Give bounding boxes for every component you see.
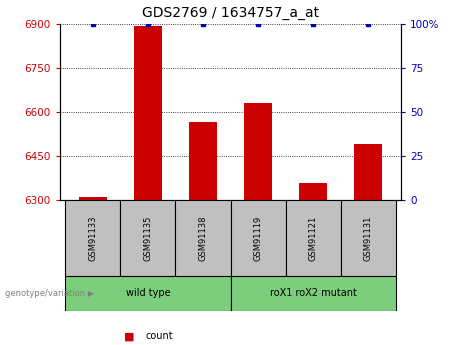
Text: GSM91131: GSM91131 xyxy=(364,215,372,261)
Bar xyxy=(244,103,272,200)
Text: genotype/variation ▶: genotype/variation ▶ xyxy=(5,289,94,298)
Bar xyxy=(134,26,162,200)
Title: GDS2769 / 1634757_a_at: GDS2769 / 1634757_a_at xyxy=(142,6,319,20)
Bar xyxy=(65,200,120,276)
Bar xyxy=(341,200,396,276)
Text: ■: ■ xyxy=(124,332,135,341)
Bar xyxy=(355,144,382,200)
Bar xyxy=(230,200,285,276)
Bar xyxy=(176,200,230,276)
Text: GSM91119: GSM91119 xyxy=(254,215,262,261)
Text: GSM91135: GSM91135 xyxy=(143,215,153,261)
Text: GSM91138: GSM91138 xyxy=(199,215,207,261)
Text: GSM91121: GSM91121 xyxy=(308,215,318,261)
Bar xyxy=(285,200,341,276)
Text: roX1 roX2 mutant: roX1 roX2 mutant xyxy=(270,288,356,298)
Text: GSM91133: GSM91133 xyxy=(89,215,97,261)
Bar xyxy=(65,276,230,310)
Bar xyxy=(299,183,327,200)
Bar xyxy=(189,122,217,200)
Bar xyxy=(120,200,176,276)
Bar xyxy=(79,197,106,200)
Bar xyxy=(230,276,396,310)
Text: count: count xyxy=(145,332,173,341)
Text: wild type: wild type xyxy=(126,288,170,298)
